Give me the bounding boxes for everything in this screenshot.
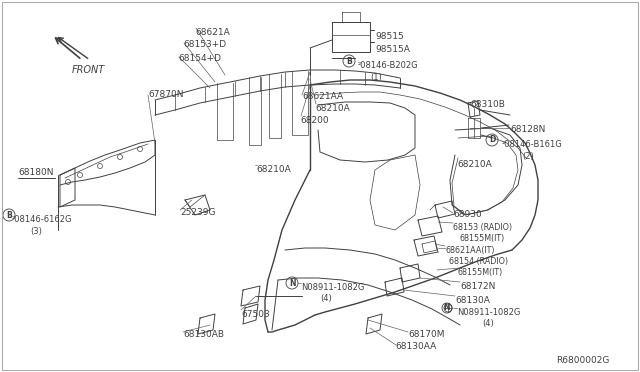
- Text: ²08146-B202G: ²08146-B202G: [358, 61, 419, 70]
- Text: 25239G: 25239G: [180, 208, 216, 217]
- Text: 68128N: 68128N: [510, 125, 545, 134]
- Text: N: N: [289, 279, 295, 288]
- Text: 68621AA: 68621AA: [302, 92, 343, 101]
- Text: (1): (1): [370, 73, 381, 82]
- Text: 68155M(IT): 68155M(IT): [460, 234, 505, 243]
- Text: 68130A: 68130A: [455, 296, 490, 305]
- Text: 67870N: 67870N: [148, 90, 184, 99]
- Text: (4): (4): [320, 294, 332, 303]
- Text: 68621AA(IT): 68621AA(IT): [445, 246, 495, 255]
- Text: 68154 (RADIO): 68154 (RADIO): [449, 257, 508, 266]
- Text: 68130AA: 68130AA: [395, 342, 436, 351]
- Text: 67503: 67503: [241, 310, 269, 319]
- Text: 68170M: 68170M: [408, 330, 445, 339]
- Text: 68153 (RADIO): 68153 (RADIO): [453, 223, 512, 232]
- Text: (3): (3): [30, 227, 42, 236]
- Text: 68210A: 68210A: [256, 165, 291, 174]
- Text: FRONT: FRONT: [72, 65, 105, 75]
- Text: 68930: 68930: [453, 210, 482, 219]
- Text: D: D: [489, 135, 495, 144]
- Text: R6800002G: R6800002G: [556, 356, 609, 365]
- Text: B: B: [346, 57, 352, 65]
- Text: 68200: 68200: [300, 116, 328, 125]
- Text: B: B: [6, 211, 12, 219]
- Text: 68155M(IT): 68155M(IT): [457, 268, 502, 277]
- Text: N08911-1082G: N08911-1082G: [301, 283, 364, 292]
- Text: 68154+D: 68154+D: [178, 54, 221, 63]
- Text: 98515: 98515: [375, 32, 404, 41]
- Text: 68172N: 68172N: [460, 282, 495, 291]
- Text: 68310B: 68310B: [470, 100, 505, 109]
- Text: 68180N: 68180N: [18, 168, 54, 177]
- Text: 68210A: 68210A: [457, 160, 492, 169]
- Text: N: N: [444, 304, 451, 312]
- Text: 68130AB: 68130AB: [183, 330, 224, 339]
- Text: (4): (4): [482, 319, 493, 328]
- Text: ²08146-B161G: ²08146-B161G: [502, 140, 563, 149]
- Text: ²08146-6162G: ²08146-6162G: [12, 215, 72, 224]
- Text: 68153+D: 68153+D: [183, 40, 226, 49]
- Text: 68621A: 68621A: [195, 28, 230, 37]
- Text: (2): (2): [522, 152, 534, 161]
- Text: 98515A: 98515A: [375, 45, 410, 54]
- Text: N08911-1082G: N08911-1082G: [457, 308, 520, 317]
- Text: 68210A: 68210A: [315, 104, 349, 113]
